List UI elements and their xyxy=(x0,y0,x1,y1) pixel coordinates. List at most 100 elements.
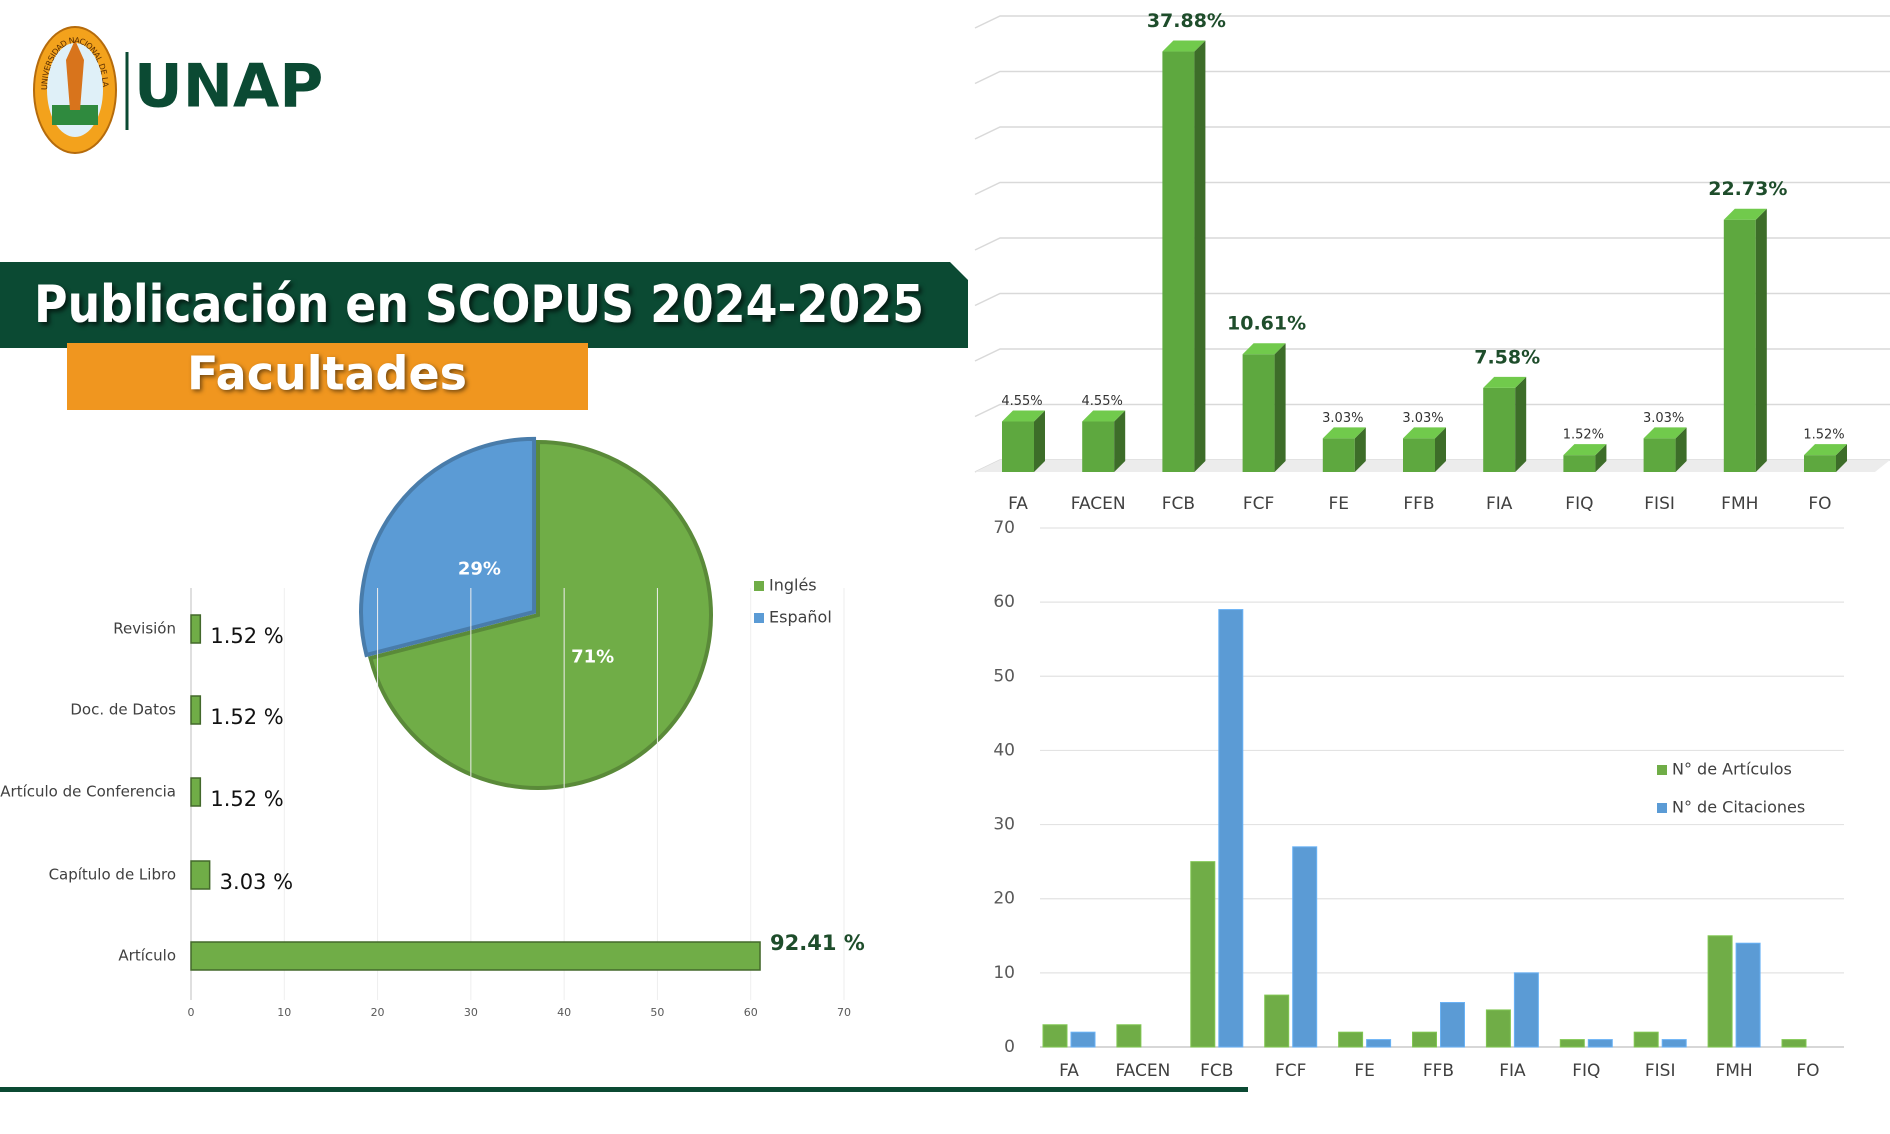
bar xyxy=(1162,51,1195,472)
y-tick-label: Capítulo de Libro xyxy=(49,866,176,884)
bar-3d xyxy=(1563,444,1607,472)
pie-slice xyxy=(367,439,713,790)
x-tick-label: FE xyxy=(1354,1061,1375,1081)
grid-line xyxy=(974,126,1890,140)
bar-top xyxy=(1483,376,1527,388)
bar xyxy=(1002,421,1034,472)
data-label: 4.55% xyxy=(1001,394,1042,409)
bar xyxy=(1440,1002,1465,1048)
x-tick-label: FMH xyxy=(1721,494,1758,514)
pie-slice xyxy=(359,436,537,658)
bar-3d xyxy=(1162,40,1206,472)
x-tick-label: FE xyxy=(1329,494,1350,514)
seal-torch xyxy=(66,40,84,110)
subtitle-box xyxy=(67,343,588,410)
bar xyxy=(1264,994,1290,1048)
bar xyxy=(1633,1031,1659,1048)
bar xyxy=(190,777,202,807)
legend-label: N° de Artículos xyxy=(1672,760,1792,779)
x-tick-label: FISI xyxy=(1644,494,1675,514)
x-tick-label: FFB xyxy=(1403,494,1434,514)
legend-label: Inglés xyxy=(769,576,817,595)
bar-side xyxy=(1034,410,1045,472)
bar-side xyxy=(1595,444,1607,472)
bar xyxy=(1190,861,1216,1048)
bar-side xyxy=(1435,427,1446,472)
x-tick-label: FFB xyxy=(1423,1061,1454,1081)
bar xyxy=(1661,1039,1687,1048)
x-tick-label: 40 xyxy=(557,1006,571,1019)
bar-side xyxy=(1354,427,1366,472)
x-tick-label: 0 xyxy=(188,1006,195,1019)
legend-swatch xyxy=(1657,765,1667,775)
bar-side xyxy=(1274,343,1286,472)
bar xyxy=(1042,1024,1068,1048)
bar xyxy=(1070,1031,1096,1048)
data-label: 3.03% xyxy=(1643,411,1684,426)
bar-top xyxy=(1643,427,1687,439)
bar-side xyxy=(1515,376,1527,472)
data-label: 3.03% xyxy=(1322,411,1363,426)
bar-top xyxy=(1242,343,1286,355)
bar xyxy=(1218,609,1244,1048)
data-label: 7.58% xyxy=(1474,346,1540,368)
bar-3d xyxy=(1082,410,1126,472)
bar-3d xyxy=(1483,376,1527,472)
bar xyxy=(190,695,202,725)
title: Publicación en SCOPUS 2024-2025 xyxy=(34,275,924,335)
bar xyxy=(1559,1039,1585,1048)
data-label: 1.52 % xyxy=(210,624,283,648)
y-tick-label: 30 xyxy=(993,815,1015,835)
x-tick-label: 50 xyxy=(650,1006,664,1019)
footer-line xyxy=(0,1087,1248,1092)
data-label: 1.52% xyxy=(1803,428,1844,443)
seal-land xyxy=(52,105,98,125)
bar xyxy=(1483,387,1516,472)
grid-line xyxy=(974,403,1890,418)
legend-label: Español xyxy=(769,608,832,627)
bar xyxy=(1735,942,1761,1048)
bar-3d xyxy=(1723,208,1767,472)
bar xyxy=(1485,1009,1511,1048)
subtitle: Facultades xyxy=(187,347,467,401)
logo-text: UNAP xyxy=(134,52,323,122)
grid-line xyxy=(974,237,1890,251)
x-tick-label: FACEN xyxy=(1115,1061,1170,1081)
bar xyxy=(1723,219,1756,472)
data-label: 1.52% xyxy=(1563,428,1604,443)
y-tick-label: 40 xyxy=(993,740,1015,760)
bar xyxy=(1781,1039,1807,1048)
x-tick-label: FIQ xyxy=(1565,494,1593,514)
data-label: 1.52 % xyxy=(210,705,283,729)
bar xyxy=(1322,438,1355,472)
y-tick-label: 50 xyxy=(993,666,1015,686)
bar xyxy=(190,614,202,644)
grid-line xyxy=(974,181,1890,196)
data-label: 22.73% xyxy=(1708,178,1787,200)
x-tick-label: FCB xyxy=(1200,1061,1233,1081)
bar xyxy=(190,860,211,890)
x-tick-label: FIA xyxy=(1486,494,1513,514)
bar xyxy=(1082,421,1115,472)
x-tick-label: FA xyxy=(1008,494,1028,514)
logo: UNIVERSIDAD NACIONAL DE LA AMAZONÍA PERU… xyxy=(0,0,323,154)
bar-3d xyxy=(1403,427,1446,472)
y-tick-label: 20 xyxy=(993,889,1015,909)
data-label: 3.03% xyxy=(1402,411,1443,426)
bar-top xyxy=(1002,410,1045,422)
bar xyxy=(1707,935,1733,1048)
bar-side xyxy=(1755,208,1767,472)
bar xyxy=(1338,1031,1364,1048)
bar-3d xyxy=(1322,427,1366,472)
bar xyxy=(1403,438,1435,472)
y-tick-label: 0 xyxy=(1004,1037,1015,1057)
bar-side xyxy=(1675,427,1687,472)
bar xyxy=(1116,1024,1142,1048)
x-tick-label: 70 xyxy=(837,1006,851,1019)
bar-top xyxy=(1082,410,1126,422)
bar-top xyxy=(1723,208,1767,220)
x-tick-label: 20 xyxy=(371,1006,385,1019)
bar xyxy=(190,941,761,971)
y-tick-label: Revisión xyxy=(113,620,176,638)
x-tick-label: 10 xyxy=(277,1006,291,1019)
